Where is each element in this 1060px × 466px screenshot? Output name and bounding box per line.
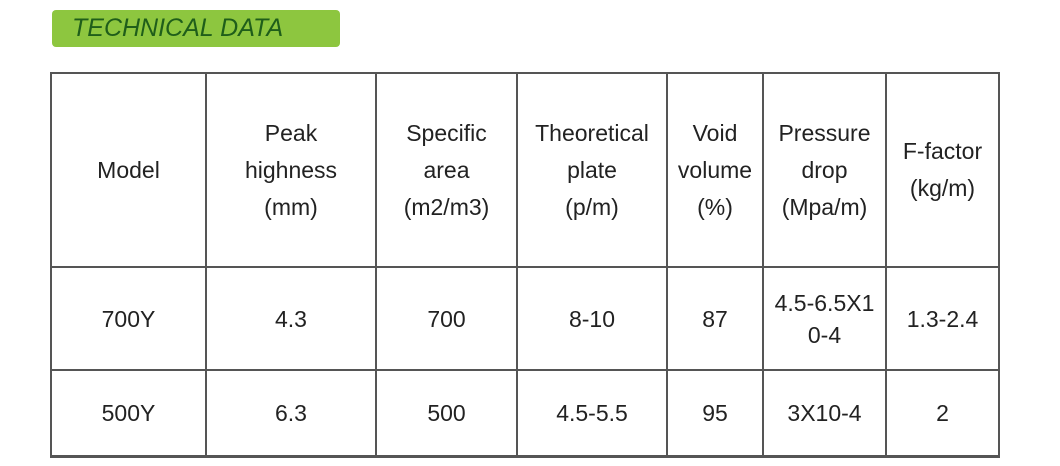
header-text: (m2/m3) [403,193,490,220]
header-text: (%) [697,193,733,220]
table-cell: 700 [375,267,518,371]
cell-text: 6.3 [275,399,307,426]
cell-text: 4.5-5.5 [556,399,628,426]
header-cell: F-factor (kg/m) [885,72,1000,268]
table-cell: 4.5-6.5X10-4 [762,267,887,371]
table-cell: 6.3 [205,370,377,458]
header-text: Model [97,156,160,183]
header-text: area [423,156,470,183]
header-text: Peak [264,119,318,146]
header-cell: Specific area (m2/m3) [375,72,518,268]
table-cell: 95 [666,370,764,458]
table-cell: 1.3-2.4 [885,267,1000,371]
header-cell: Model [50,72,207,268]
section-title: TECHNICAL DATA [52,10,340,47]
header-text: Void [692,119,738,146]
cell-text: 2 [936,399,949,426]
cell-text: 95 [702,399,728,426]
header-text: highness [244,156,338,183]
header-text: volume [677,156,753,183]
table-cell: 4.3 [205,267,377,371]
cell-text: 8-10 [568,305,616,332]
table-cell: 500 [375,370,518,458]
header-text: (kg/m) [909,175,976,201]
header-cell: Peak highness (mm) [205,72,377,268]
table-cell: 4.5-5.5 [516,370,668,458]
cell-text: 500Y [101,399,156,426]
header-text: Pressure [778,119,871,146]
header-text: drop [801,156,848,183]
header-row: Model Peak highness (mm) Specific area (m2/m3)… [50,72,1000,268]
table-body: Model Peak highness (mm) Specific area (m2/m3)… [50,72,1000,458]
cell-text: 1.3-2.4 [906,305,979,332]
header-cell: Pressure drop (Mpa/m) [762,72,887,268]
data-table: Model Peak highness (mm) Specific area (m2/m3)… [50,72,1000,458]
table-cell: 500Y [50,370,207,458]
table-cell: 87 [666,267,764,371]
cell-text: 4.5-6.5X10-4 [774,289,875,348]
cell-text: 500 [427,399,466,426]
table-cell: 2 [885,370,1000,458]
header-cell: Theoretical plate (p/m) [516,72,668,268]
header-text: (Mpa/m) [781,193,868,220]
cell-text: 4.3 [275,305,307,332]
table-cell: 3X10-4 [762,370,887,458]
cell-text: 700 [427,305,466,332]
table-row: 700Y 4.3 700 8-10 87 4.5-6.5X10-4 1.3-2.4 [50,267,1000,371]
table-cell: 700Y [50,267,207,371]
header-text: (p/m) [565,193,619,220]
header-cell: Void volume (%) [666,72,764,268]
header-text: plate [567,156,617,183]
cell-text: 87 [702,305,728,332]
table-cell: 8-10 [516,267,668,371]
cell-text: 700Y [101,305,156,332]
header-text: Theoretical [535,119,649,146]
header-text: (mm) [264,193,318,220]
cell-text: 3X10-4 [787,399,862,426]
header-text: Specific [406,119,487,146]
table-row: 500Y 6.3 500 4.5-5.5 95 3X10-4 2 [50,370,1000,458]
header-text: F-factor [902,138,983,164]
